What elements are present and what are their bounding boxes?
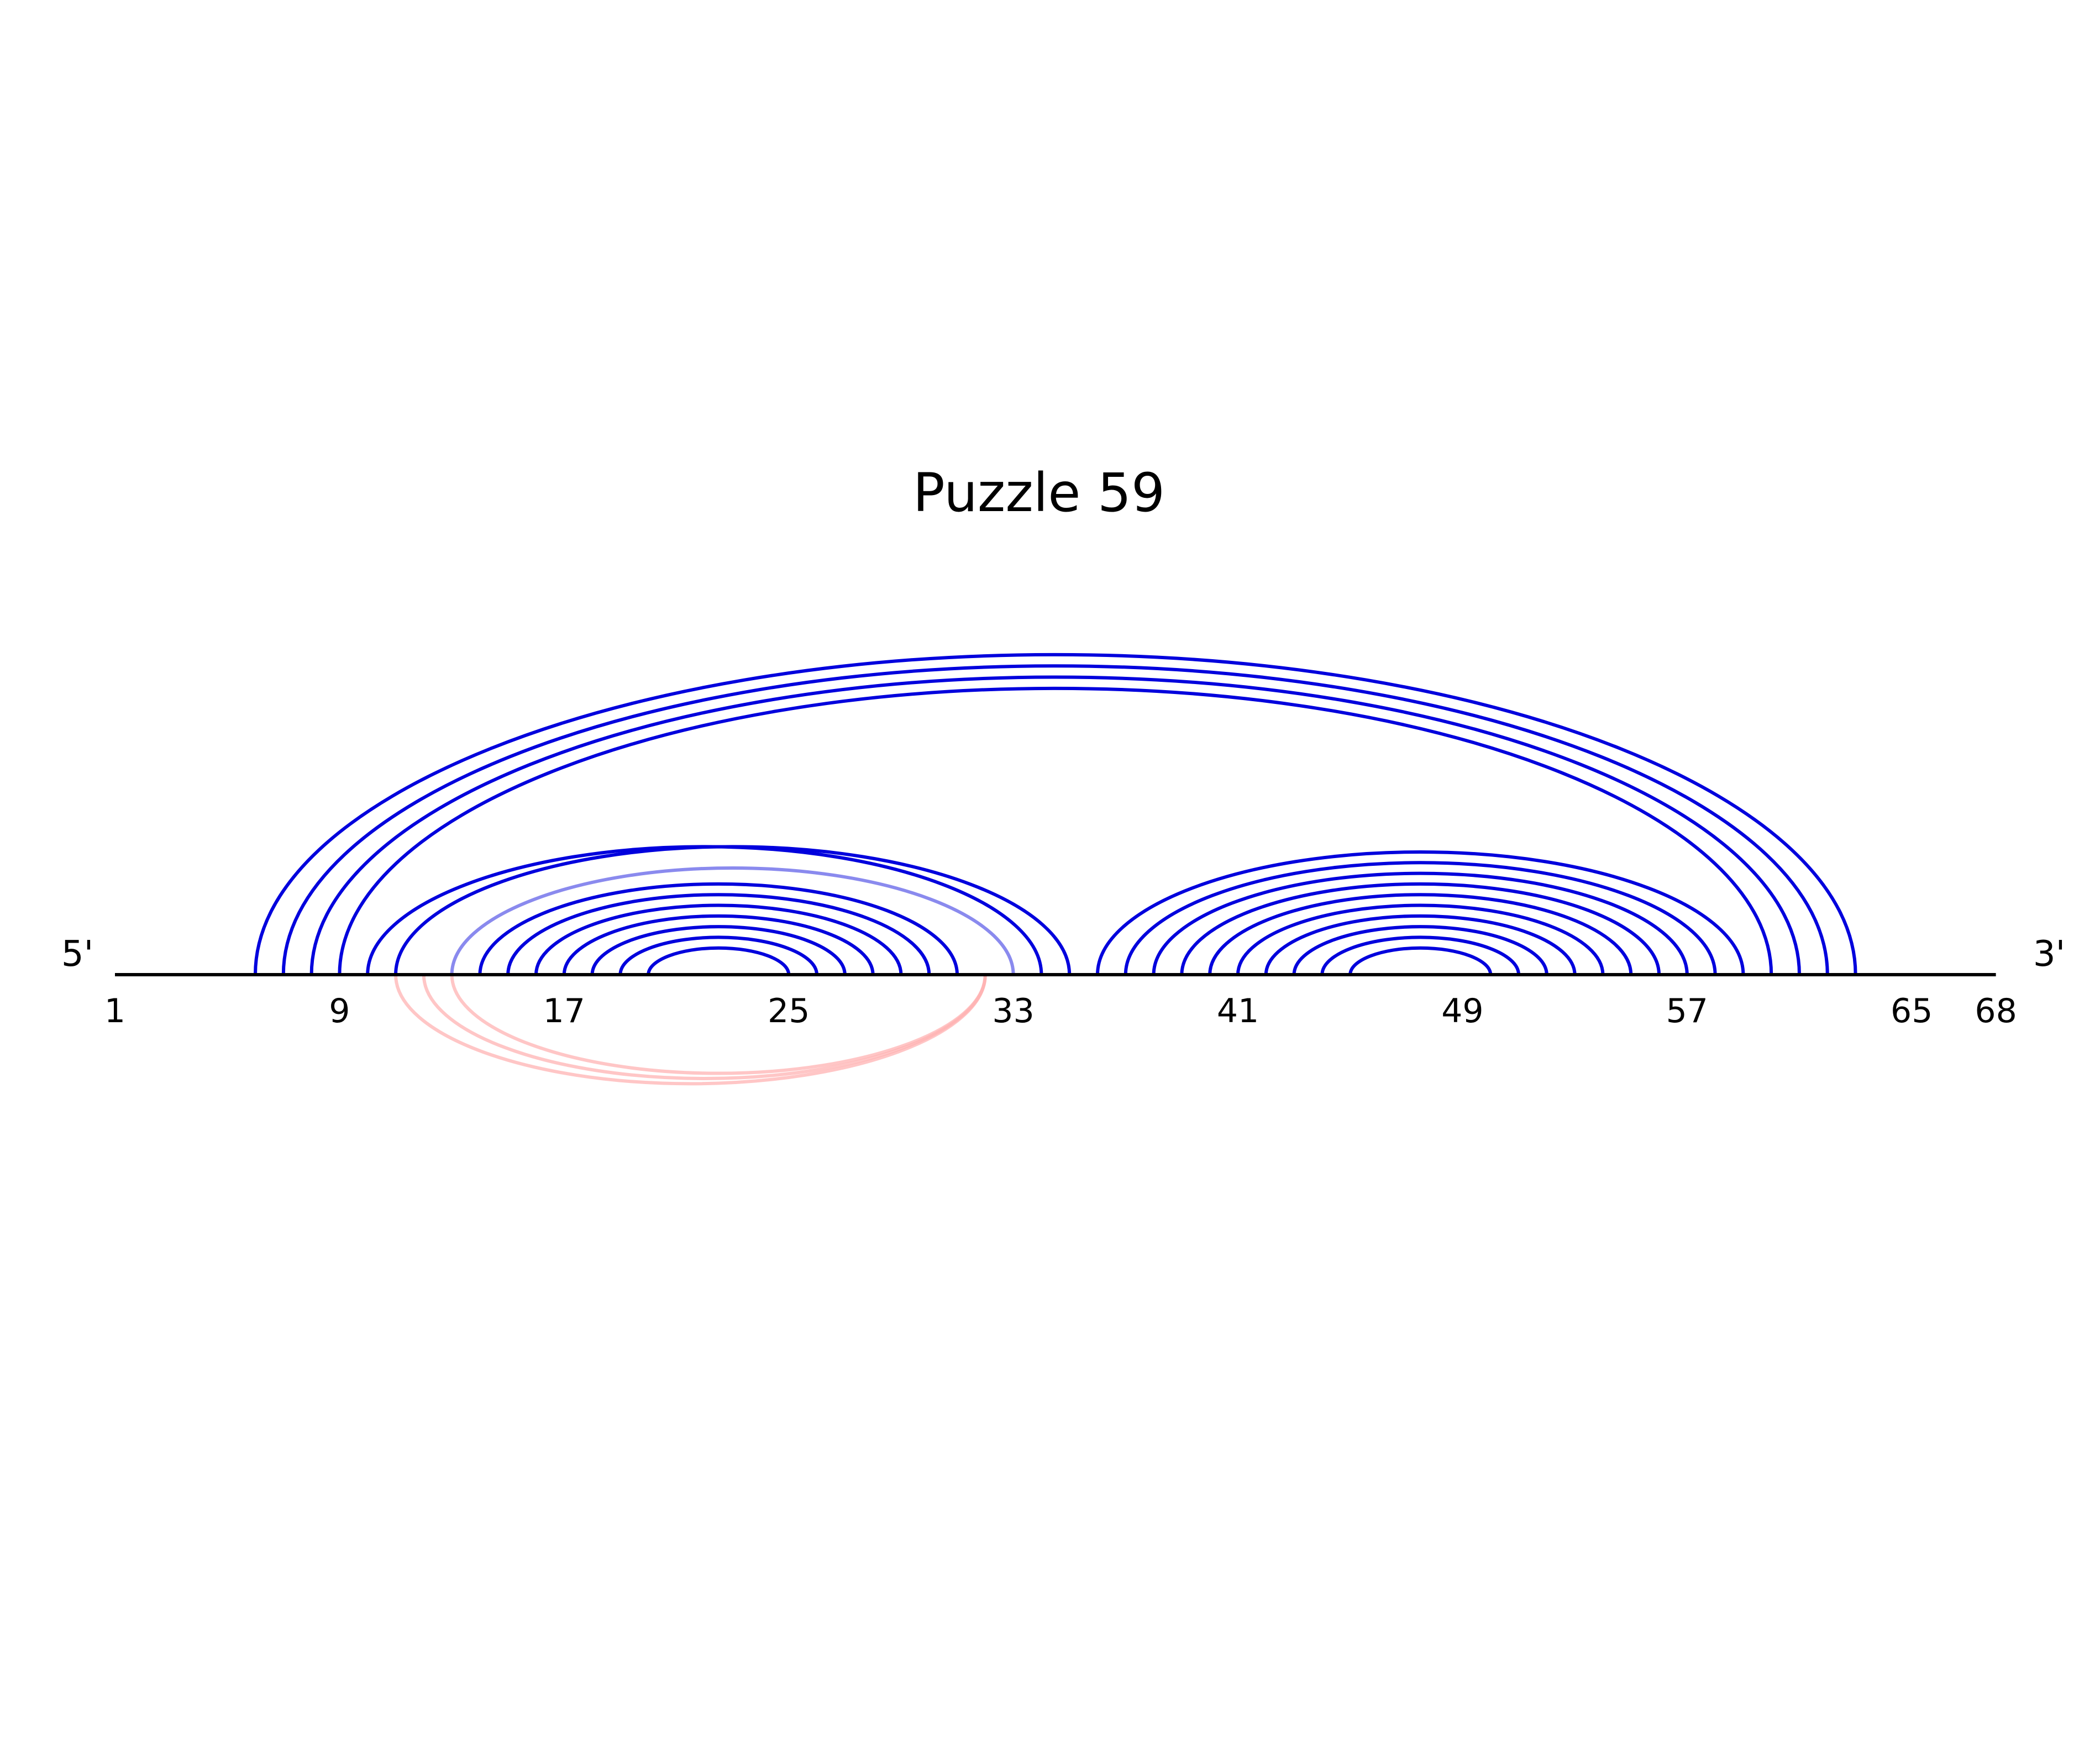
lower-arc-12-32: [422, 974, 987, 1080]
upper-arc-19-26: [618, 935, 818, 975]
upper-arc-45-50: [1348, 946, 1493, 975]
upper-arc-15-30: [506, 893, 931, 975]
upper-arc-37-58: [1124, 861, 1717, 975]
tick-label-33: 33: [992, 992, 1034, 1030]
upper-arc-13-33: [450, 866, 1015, 975]
tick-label-68: 68: [1975, 992, 2017, 1030]
upper-arc-38-57: [1152, 871, 1689, 975]
tick-label-57: 57: [1666, 992, 1708, 1030]
tick-label-49: 49: [1441, 992, 1483, 1030]
upper-arc-36-59: [1096, 850, 1745, 975]
tick-labels-group: 1 9 17 25 33 41 49 57 65 68: [104, 992, 2017, 1030]
upper-arc-14-31: [478, 882, 959, 975]
lower-arc-11-32: [394, 974, 987, 1086]
upper-arcs-group: [254, 653, 1857, 975]
three-prime-label: 3': [2033, 934, 2065, 975]
upper-arc-16-29: [534, 903, 903, 975]
upper-arc-10-34: [366, 845, 1043, 975]
upper-arc-6-63: [254, 653, 1857, 975]
upper-arc-40-55: [1208, 893, 1633, 975]
upper-arc-39-56: [1180, 882, 1661, 975]
upper-arc-43-52: [1292, 925, 1548, 975]
lower-arcs-group: [394, 974, 987, 1086]
diagram-title: Puzzle 59: [913, 462, 1165, 524]
upper-arc-44-51: [1320, 935, 1520, 975]
tick-label-1: 1: [104, 992, 125, 1030]
upper-arc-11-35: [394, 845, 1072, 975]
tick-label-25: 25: [768, 992, 810, 1030]
upper-arc-42-53: [1264, 914, 1577, 975]
tick-label-9: 9: [329, 992, 350, 1030]
upper-arc-18-27: [590, 925, 847, 975]
upper-arc-8-61: [309, 675, 1801, 975]
upper-arc-41-54: [1236, 903, 1605, 975]
upper-arc-7-62: [281, 664, 1829, 975]
upper-arc-20-25: [647, 946, 791, 975]
tick-label-17: 17: [543, 992, 585, 1030]
upper-arc-17-28: [562, 914, 875, 975]
tick-label-41: 41: [1217, 992, 1259, 1030]
lower-arc-13-32: [450, 974, 987, 1075]
upper-arc-9-60: [338, 686, 1773, 975]
five-prime-label: 5': [61, 934, 93, 975]
tick-label-65: 65: [1891, 992, 1933, 1030]
